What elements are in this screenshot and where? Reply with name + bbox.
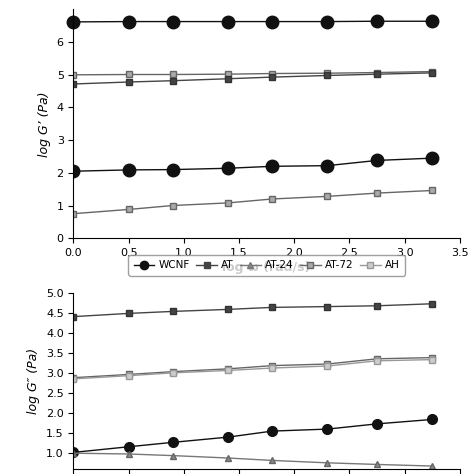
AT-24 xyxy=(374,462,380,467)
AT xyxy=(71,314,76,319)
AT xyxy=(126,310,131,316)
AT-72 xyxy=(225,366,231,372)
Line: AH: AH xyxy=(70,356,436,383)
WCNF xyxy=(71,449,76,455)
AT-24 xyxy=(126,451,131,457)
AT xyxy=(429,301,435,307)
AT xyxy=(374,303,380,309)
AH xyxy=(170,370,176,376)
AH xyxy=(71,376,76,382)
AT-72 xyxy=(126,372,131,377)
WCNF xyxy=(225,434,231,440)
AT-24 xyxy=(225,455,231,461)
WCNF xyxy=(325,426,330,432)
Line: AT: AT xyxy=(70,301,436,320)
Legend: WCNF, AT, AT-24, AT-72, AH: WCNF, AT, AT-24, AT-72, AH xyxy=(128,255,405,275)
AT xyxy=(170,309,176,314)
X-axis label: log ω (rad/s): log ω (rad/s) xyxy=(222,261,311,273)
AT-24 xyxy=(269,457,275,463)
AT xyxy=(225,307,231,312)
AH xyxy=(126,373,131,379)
AH xyxy=(269,365,275,371)
AH xyxy=(225,368,231,374)
Line: WCNF: WCNF xyxy=(69,415,437,457)
AT-72 xyxy=(325,361,330,367)
AT xyxy=(269,305,275,310)
AT-24 xyxy=(429,463,435,469)
Y-axis label: log G’ (Pa): log G’ (Pa) xyxy=(38,91,51,156)
WCNF xyxy=(374,421,380,427)
AT-72 xyxy=(170,369,176,374)
AT-72 xyxy=(429,355,435,360)
AT-72 xyxy=(71,375,76,381)
AT xyxy=(325,304,330,310)
WCNF xyxy=(429,417,435,422)
AH xyxy=(325,363,330,369)
Line: AT-24: AT-24 xyxy=(70,450,436,470)
WCNF xyxy=(170,439,176,445)
WCNF xyxy=(269,428,275,434)
AT-72 xyxy=(374,356,380,362)
Y-axis label: log G″ (Pa): log G″ (Pa) xyxy=(27,348,40,414)
AH xyxy=(374,358,380,364)
AT-24 xyxy=(325,460,330,465)
Line: AT-72: AT-72 xyxy=(70,354,436,381)
AH xyxy=(429,357,435,363)
AT-24 xyxy=(170,453,176,458)
AT-72 xyxy=(269,363,275,368)
WCNF xyxy=(126,444,131,450)
AT-24 xyxy=(71,450,76,456)
